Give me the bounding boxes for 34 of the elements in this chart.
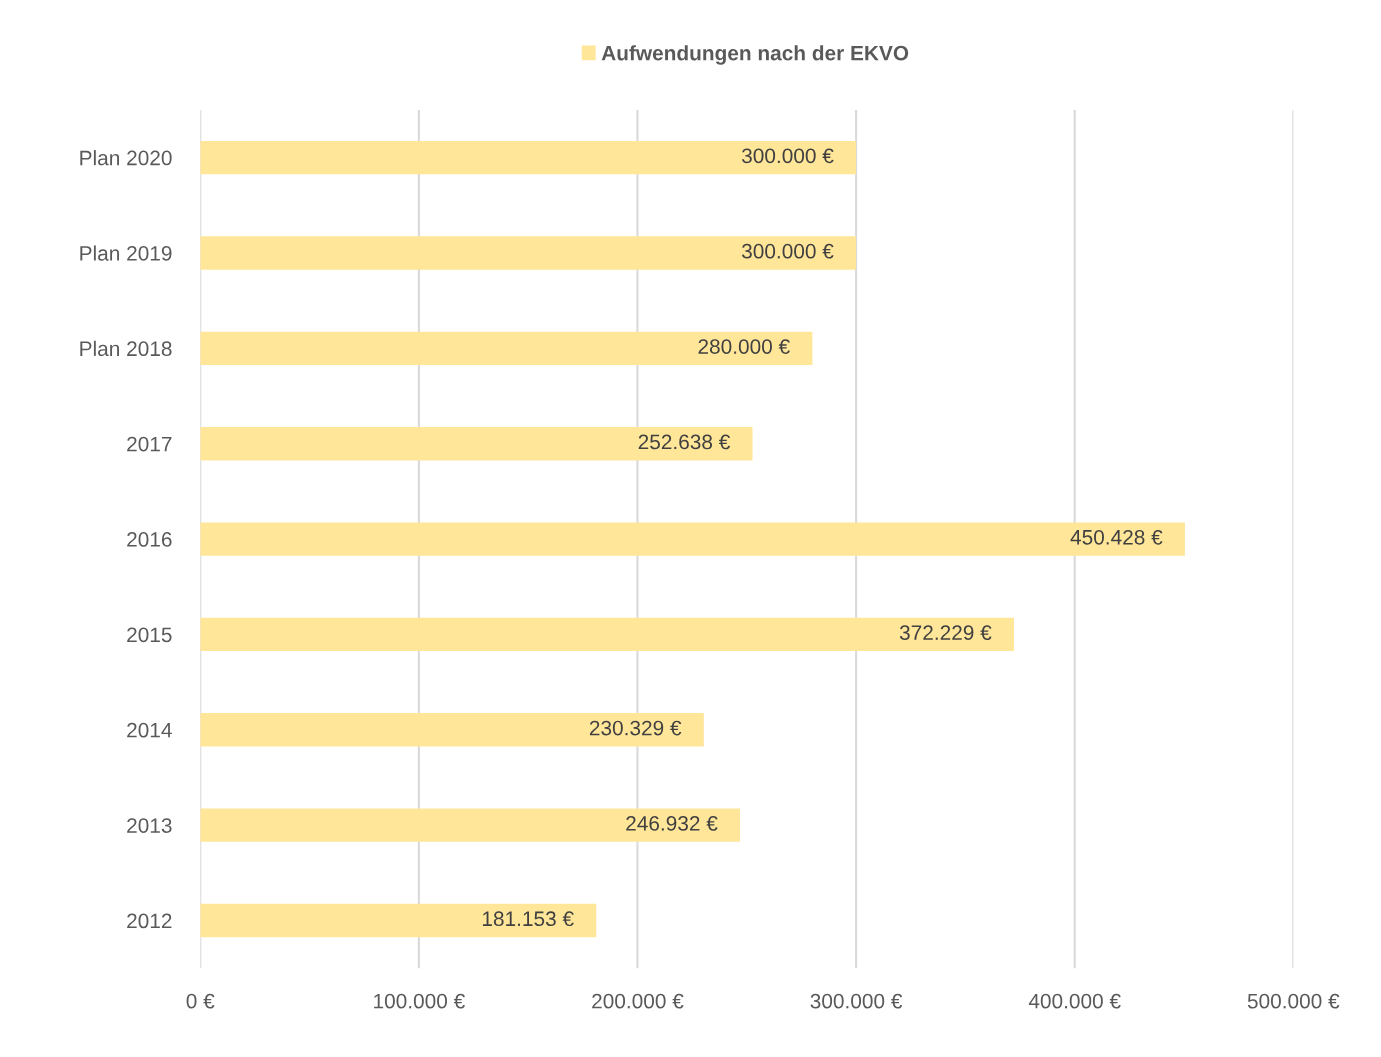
bar [200,522,1185,556]
bar [200,903,597,938]
data-label: 181.153 € [482,911,574,927]
x-tick-label: 0 € [186,993,215,1009]
bar [200,427,753,461]
y-tick-label: Plan 2019 [80,245,172,261]
bar [200,808,741,842]
bar [200,331,813,366]
x-tick-label: 500.000 € [1247,993,1340,1009]
data-label: 372.229 € [899,625,992,641]
data-label: 300.000 € [741,148,834,164]
y-tick-label: 2014 [127,722,172,738]
data-label: 300.000 € [741,243,834,259]
bar [200,140,857,175]
data-label: 230.329 € [589,720,682,736]
x-tick-label: 300.000 € [810,993,903,1009]
bar [200,713,704,747]
x-tick-label: 200.000 € [592,993,684,1009]
data-label: 246.932 € [626,816,718,831]
y-tick-label: 2012 [127,913,172,929]
y-tick-label: 2017 [127,436,172,452]
y-tick-label: 2013 [127,818,172,833]
x-tick-label: 400.000 € [1028,993,1121,1009]
bar [200,236,857,270]
y-tick-label: 2016 [127,532,172,547]
bar [200,617,1014,652]
legend-label: Aufwendungen nach der EKVO [601,45,909,65]
x-tick-label: 100.000 € [374,993,465,1009]
y-tick-label: Plan 2018 [80,340,172,357]
data-label: 450.428 € [1070,529,1163,545]
data-label: 280.000 € [698,339,790,354]
data-label: 252.638 € [638,434,731,450]
y-tick-label: Plan 2020 [80,150,172,166]
y-tick-label: 2015 [127,627,172,643]
